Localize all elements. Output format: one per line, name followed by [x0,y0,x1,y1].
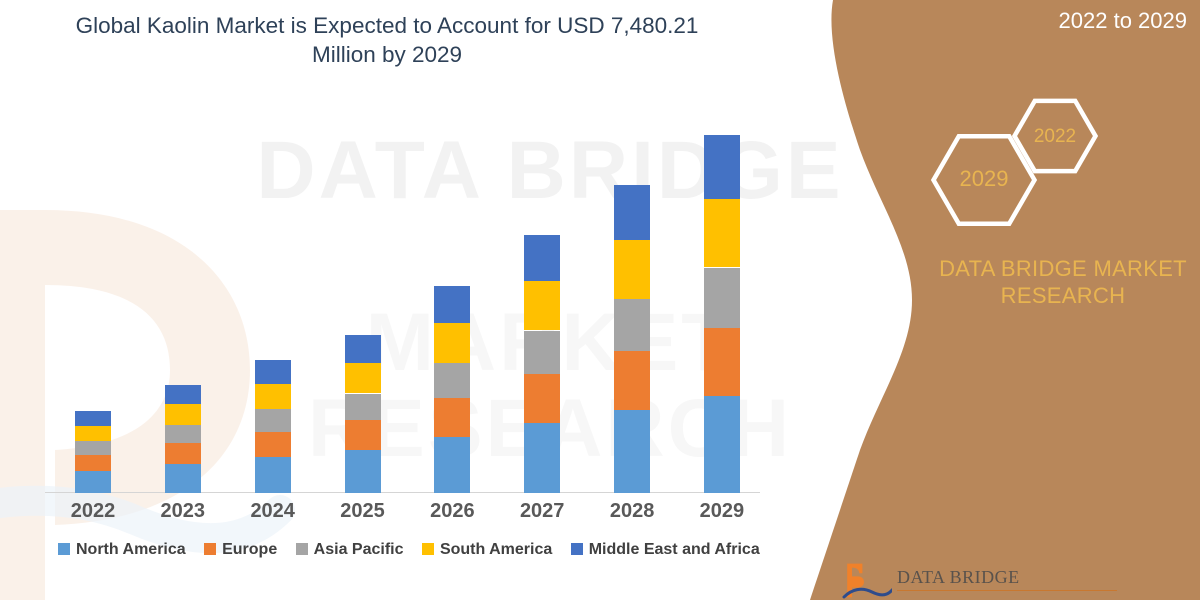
svg-text:2029: 2029 [960,166,1009,191]
svg-text:2022: 2022 [1034,126,1076,147]
